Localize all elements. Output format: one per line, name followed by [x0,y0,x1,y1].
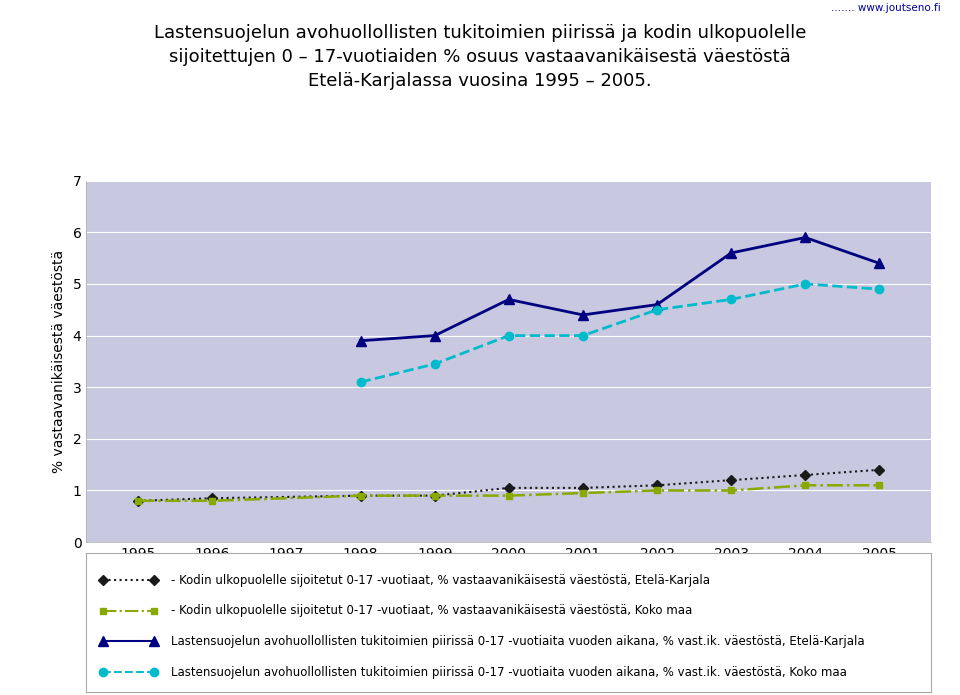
Text: Lastensuojelun avohuollollisten tukitoimien piirissä ja kodin ulkopuolelle
sijoi: Lastensuojelun avohuollollisten tukitoim… [154,24,806,90]
Text: Lastensuojelun avohuollollisten tukitoimien piirissä 0-17 -vuotiaita vuoden aika: Lastensuojelun avohuollollisten tukitoim… [171,635,865,648]
Text: ....... www.joutseno.fi: ....... www.joutseno.fi [831,3,941,13]
Text: - Kodin ulkopuolelle sijoitetut 0-17 -vuotiaat, % vastaavanikäisestä väestöstä, : - Kodin ulkopuolelle sijoitetut 0-17 -vu… [171,574,709,587]
Text: Lastensuojelun avohuollollisten tukitoimien piirissä 0-17 -vuotiaita vuoden aika: Lastensuojelun avohuollollisten tukitoim… [171,666,847,678]
Y-axis label: % vastaavanikäisestä väestöstä: % vastaavanikäisestä väestöstä [52,250,65,473]
Text: - Kodin ulkopuolelle sijoitetut 0-17 -vuotiaat, % vastaavanikäisestä väestöstä, : - Kodin ulkopuolelle sijoitetut 0-17 -vu… [171,605,692,617]
